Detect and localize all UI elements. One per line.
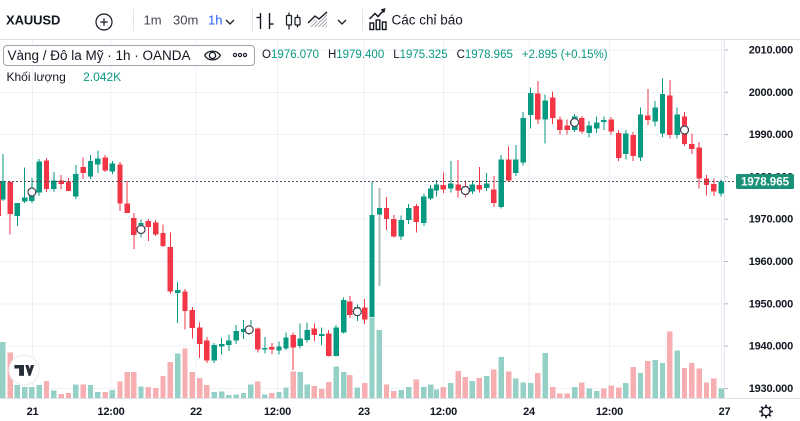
svg-text:12:00: 12:00: [97, 406, 124, 418]
svg-text:1978.965: 1978.965: [741, 177, 790, 189]
svg-text:21: 21: [27, 406, 39, 418]
svg-text:1940.000: 1940.000: [749, 341, 793, 353]
svg-text:2010.000: 2010.000: [749, 45, 793, 57]
svg-text:27: 27: [719, 406, 731, 418]
svg-text:1960.000: 1960.000: [749, 256, 793, 268]
svg-text:12:00: 12:00: [264, 406, 291, 418]
svg-text:1950.000: 1950.000: [749, 298, 793, 310]
svg-text:1970.000: 1970.000: [749, 214, 793, 226]
svg-text:24: 24: [523, 406, 536, 418]
svg-text:1930.000: 1930.000: [749, 383, 793, 395]
svg-text:12:00: 12:00: [430, 406, 457, 418]
svg-text:1990.000: 1990.000: [749, 129, 793, 141]
svg-text:22: 22: [190, 406, 202, 418]
svg-text:12:00: 12:00: [596, 406, 623, 418]
svg-text:23: 23: [358, 406, 370, 418]
svg-text:2000.000: 2000.000: [749, 87, 793, 99]
